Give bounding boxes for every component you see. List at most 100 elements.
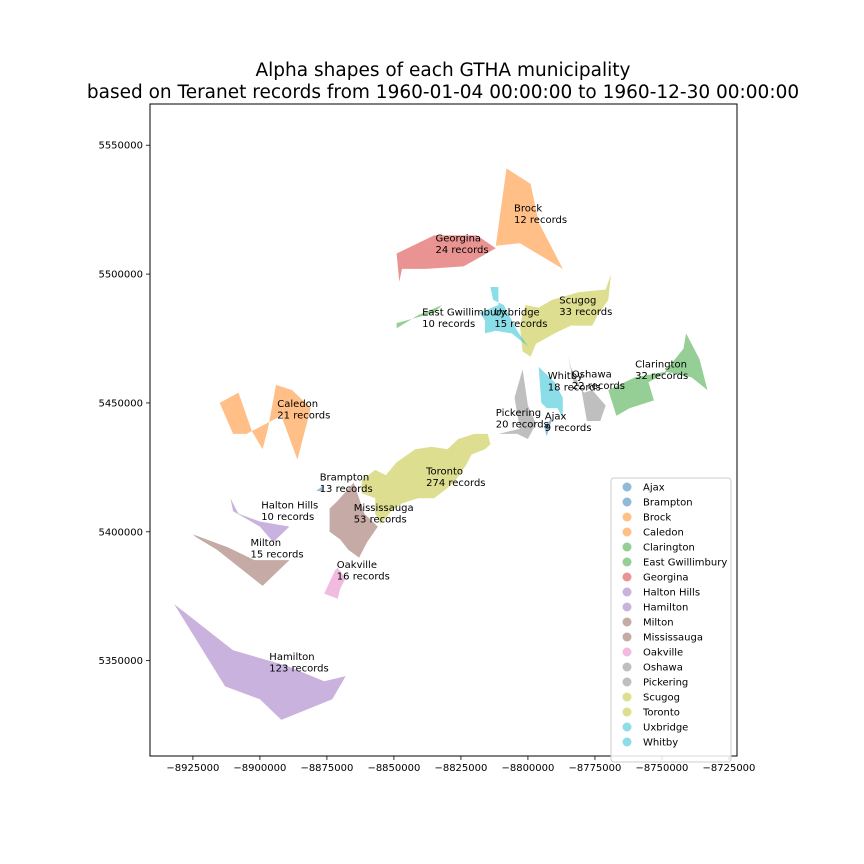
label-name-ajax: Ajax [545, 412, 567, 423]
label-name-toronto: Toronto [425, 467, 463, 478]
label-oakville: Oakville 16 records [337, 560, 390, 583]
shape-brock [495, 168, 563, 269]
label-east-gwillimbury: East Gwillimbury 10 records [422, 307, 506, 330]
legend-label-brock: Brock [643, 513, 671, 524]
legend-label-toronto: Toronto [642, 708, 680, 719]
shape-georgina [396, 235, 496, 282]
legend-label-milton: Milton [643, 618, 674, 629]
legend-marker-georgina [622, 572, 632, 582]
label-records-ajax: 9 records [545, 423, 592, 434]
x-tick-label: −8725000 [702, 763, 755, 774]
label-name-oshawa: Oshawa [572, 369, 612, 380]
legend-marker-ajax [622, 482, 632, 492]
legend-label-brampton: Brampton [643, 498, 693, 509]
label-clarington: Clarington 32 records [635, 359, 688, 382]
y-tick-label: 5450000 [98, 398, 143, 409]
x-tick-label: −8900000 [233, 763, 286, 774]
y-tick-label: 5400000 [98, 527, 143, 538]
shape-clarington [608, 333, 708, 416]
legend-box [610, 477, 732, 763]
y-tick-label: 5500000 [98, 270, 143, 281]
legend-marker-milton [622, 617, 632, 627]
legend-marker-oshawa [622, 662, 632, 672]
shape-toronto [361, 433, 491, 525]
shape-brampton [316, 485, 325, 492]
shape-caledon [219, 384, 311, 460]
label-georgina: Georgina 24 records [436, 234, 489, 257]
label-name-caledon: Caledon [277, 399, 318, 410]
label-name-halton-hills: Halton Hills [261, 501, 318, 512]
label-name-east-gwillimbury: East Gwillimbury [422, 307, 506, 318]
label-records-halton-hills: 10 records [261, 512, 314, 523]
legend-marker-brock [622, 512, 632, 522]
legend-label-hamilton: Hamilton [643, 603, 688, 614]
label-toronto: Toronto 274 records [425, 467, 485, 490]
label-records-milton: 15 records [251, 550, 304, 561]
legend-marker-east-gwillimbury [622, 557, 632, 567]
label-records-brampton: 13 records [320, 484, 373, 495]
label-name-pickering: Pickering [496, 408, 541, 419]
shape-scugog [519, 274, 611, 357]
label-records-georgina: 24 records [436, 245, 489, 256]
legend-label-ajax: Ajax [643, 483, 665, 494]
legend-label-clarington: Clarington [643, 543, 695, 554]
label-name-uxbridge: Uxbridge [494, 307, 539, 318]
label-name-georgina: Georgina [436, 234, 482, 245]
label-records-oshawa: 22 records [572, 381, 625, 392]
label-records-clarington: 32 records [635, 371, 688, 382]
label-name-mississauga: Mississauga [354, 503, 414, 514]
label-brampton: Brampton 13 records [320, 472, 373, 495]
legend-label-caledon: Caledon [643, 528, 684, 539]
shape-ajax [544, 418, 553, 437]
label-name-brampton: Brampton [320, 472, 370, 483]
label-name-oakville: Oakville [337, 560, 377, 571]
shape-oakville [324, 567, 346, 599]
label-milton: Milton 15 records [251, 538, 304, 561]
legend-label-halton-hills: Halton Hills [643, 588, 700, 599]
x-axis: −8925000 −8900000 −8875000 −8850000 −8825000… [166, 756, 755, 774]
legend-label-whitby: Whitby [643, 738, 678, 749]
label-records-uxbridge: 15 records [494, 319, 547, 330]
legend-marker-oakville [622, 647, 632, 657]
label-records-brock: 12 records [514, 215, 567, 226]
shape-uxbridge [479, 287, 528, 347]
shape-milton [192, 534, 290, 586]
legend-marker-uxbridge [622, 722, 632, 732]
legend-marker-hamilton [622, 602, 632, 612]
label-records-caledon: 21 records [277, 410, 330, 421]
label-oshawa: Oshawa 22 records [572, 369, 625, 392]
chart-title-line-1: Alpha shapes of each GTHA municipality [256, 60, 631, 81]
x-tick-label: −8750000 [635, 763, 688, 774]
x-tick-label: −8875000 [300, 763, 353, 774]
label-name-hamilton: Hamilton [269, 652, 314, 663]
label-ajax: Ajax 9 records [545, 412, 592, 435]
shape-halton-hills [230, 498, 290, 543]
label-records-mississauga: 53 records [354, 515, 407, 526]
label-name-whitby: Whitby [548, 371, 583, 382]
y-tick-label: 5350000 [98, 656, 143, 667]
legend-label-scugog: Scugog [643, 693, 680, 704]
label-name-clarington: Clarington [635, 359, 687, 370]
x-tick-label: −8825000 [434, 763, 487, 774]
label-name-brock: Brock [514, 204, 542, 215]
shape-mississauga [329, 482, 378, 558]
legend-label-oakville: Oakville [643, 648, 683, 659]
legend-marker-mississauga [622, 632, 632, 642]
label-uxbridge: Uxbridge 15 records [494, 307, 547, 330]
label-records-east-gwillimbury: 10 records [422, 319, 475, 330]
label-records-scugog: 33 records [559, 307, 612, 318]
label-name-milton: Milton [251, 538, 282, 549]
legend-label-georgina: Georgina [643, 573, 689, 584]
x-tick-label: −8800000 [501, 763, 554, 774]
x-tick-label: −8925000 [166, 763, 219, 774]
label-records-oakville: 16 records [337, 571, 390, 582]
legend-marker-halton-hills [622, 587, 632, 597]
legend-marker-whitby [622, 737, 632, 747]
legend-label-pickering: Pickering [643, 678, 688, 689]
legend-marker-caledon [622, 527, 632, 537]
label-scugog: Scugog 33 records [559, 296, 612, 319]
label-records-toronto: 274 records [426, 478, 485, 489]
legend-label-oshawa: Oshawa [643, 663, 683, 674]
